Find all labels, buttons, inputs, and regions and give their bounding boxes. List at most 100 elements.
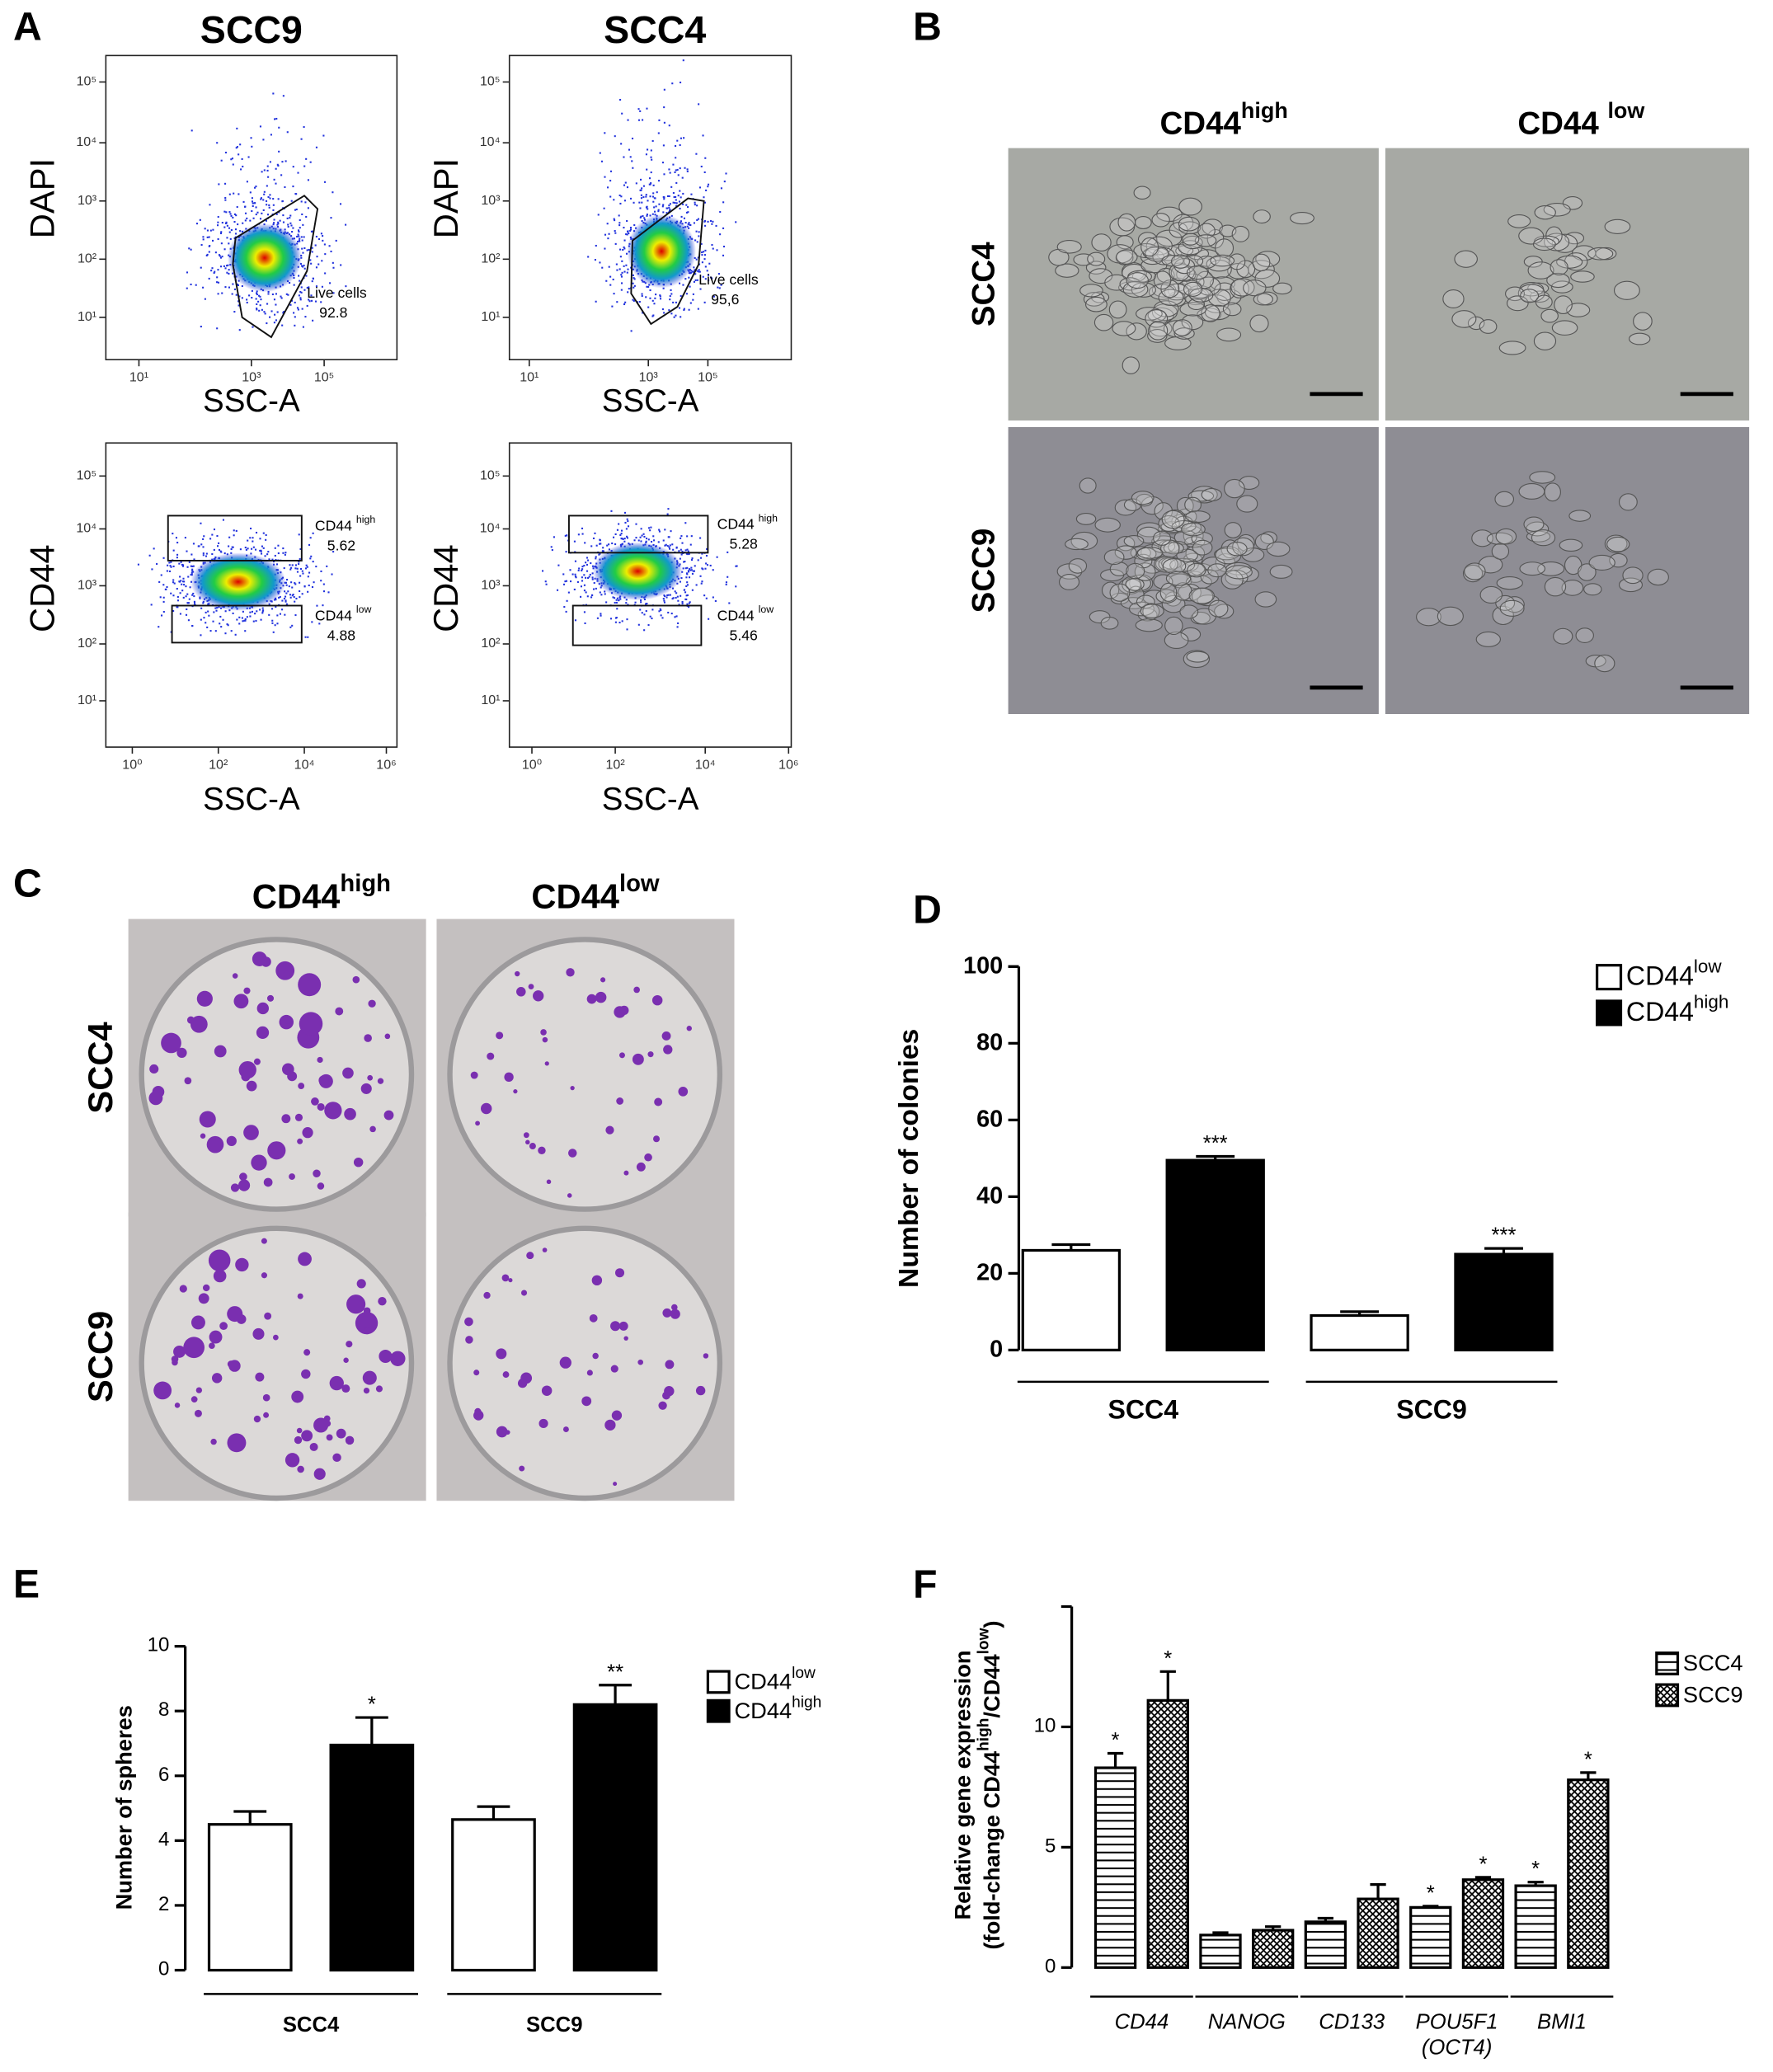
event-dot	[266, 553, 269, 556]
event-dot	[308, 571, 311, 574]
event-dot	[256, 308, 258, 310]
cell	[1055, 263, 1079, 278]
event-dot	[618, 268, 621, 270]
event-dot	[618, 599, 620, 602]
event-dot	[260, 198, 262, 200]
x-tick-label: 10⁰	[122, 758, 142, 773]
event-dot	[301, 213, 303, 216]
event-dot	[297, 171, 299, 174]
event-dot	[609, 275, 612, 278]
x-tick-label: 10³	[639, 370, 659, 385]
colony	[581, 1396, 592, 1407]
event-dot	[293, 596, 295, 599]
event-dot	[623, 270, 626, 273]
y-tick-label: 2	[158, 1893, 169, 1915]
event-dot	[266, 322, 268, 325]
event-dot	[233, 529, 235, 532]
event-dot	[612, 596, 614, 599]
bar	[1021, 1248, 1121, 1351]
event-dot	[332, 266, 335, 269]
error-bar	[1212, 1931, 1229, 1935]
colony	[644, 1153, 652, 1162]
event-dot	[685, 598, 688, 601]
cell	[1553, 627, 1573, 645]
event-dot	[228, 272, 230, 275]
event-dot	[657, 541, 660, 543]
y-tick-label: 10³	[481, 193, 501, 208]
cell	[1451, 310, 1477, 328]
event-dot	[640, 189, 642, 191]
event-dot	[626, 271, 628, 274]
cell	[1197, 276, 1221, 296]
colony	[202, 1284, 210, 1292]
event-dot	[216, 327, 219, 330]
event-dot	[577, 533, 580, 536]
colony	[383, 1110, 394, 1121]
y-tick-label: 10³	[78, 193, 97, 208]
x-tick-label: SCC4	[1108, 1395, 1178, 1425]
event-dot	[669, 209, 671, 212]
cell	[1181, 522, 1206, 537]
event-dot	[187, 602, 190, 604]
event-dot	[271, 558, 274, 561]
event-dot	[278, 150, 280, 153]
event-dot	[191, 570, 194, 572]
bar	[1199, 1933, 1242, 1969]
event-dot	[694, 279, 697, 281]
event-dot	[192, 543, 195, 545]
event-dot	[345, 223, 347, 226]
event-dot	[303, 165, 306, 167]
event-dot	[690, 566, 693, 569]
event-dot	[680, 594, 682, 597]
y-tick-label: 10¹	[78, 309, 96, 324]
cell	[1505, 286, 1526, 302]
event-dot	[585, 576, 587, 579]
event-dot	[255, 298, 257, 300]
event-dot	[272, 209, 275, 211]
colony	[384, 1033, 391, 1040]
event-dot	[626, 628, 628, 631]
event-dot	[269, 161, 271, 163]
event-dot	[261, 171, 263, 173]
event-dot	[321, 260, 323, 262]
event-dot	[714, 599, 717, 602]
event-dot	[623, 303, 626, 306]
event-dot	[684, 549, 687, 552]
cell	[1182, 235, 1203, 250]
event-dot	[190, 553, 193, 556]
event-dot	[614, 242, 617, 245]
cell	[1192, 539, 1213, 556]
event-dot	[302, 326, 304, 328]
x-tick-label: POU5F1 (OCT4)	[1416, 2010, 1498, 2059]
event-dot	[659, 295, 661, 298]
event-dot	[289, 564, 291, 566]
event-dot	[260, 549, 262, 552]
event-dot	[622, 538, 624, 540]
event-dot	[586, 563, 588, 566]
colony	[513, 1089, 518, 1094]
event-dot	[621, 620, 623, 623]
colony	[589, 996, 595, 1001]
event-dot	[581, 533, 584, 535]
event-dot	[223, 210, 226, 213]
event-dot	[283, 567, 285, 570]
event-dot	[670, 613, 673, 615]
event-dot	[305, 215, 308, 218]
event-dot	[166, 585, 168, 589]
event-dot	[244, 546, 247, 549]
colony	[341, 1384, 350, 1393]
cell	[1158, 515, 1180, 532]
event-dot	[219, 550, 222, 552]
event-dot	[252, 202, 254, 204]
event-dot	[239, 548, 242, 551]
event-dot	[202, 538, 205, 540]
cell	[1224, 522, 1242, 538]
cell	[1594, 654, 1615, 673]
event-dot	[722, 227, 725, 229]
event-dot	[216, 535, 219, 538]
event-dot	[273, 218, 275, 221]
event-dot	[300, 200, 303, 203]
event-dot	[643, 629, 646, 632]
event-dot	[322, 239, 324, 242]
colony	[515, 970, 520, 977]
